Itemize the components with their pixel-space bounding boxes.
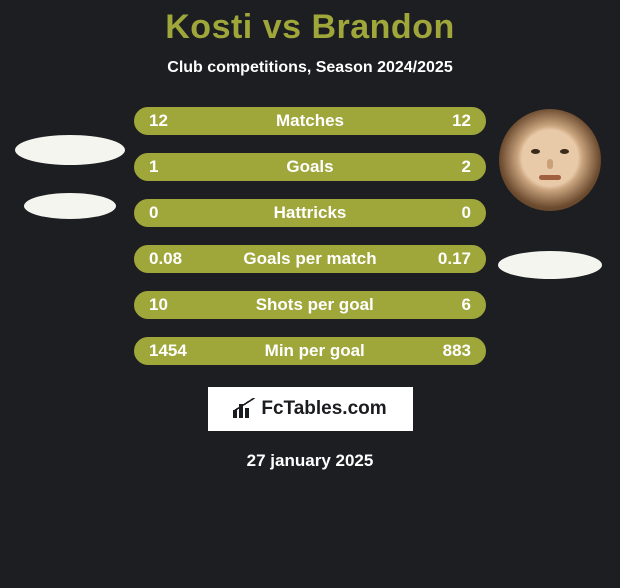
- stat-right-value: 0.17: [438, 249, 471, 269]
- stat-left-value: 0.08: [149, 249, 182, 269]
- stat-left-value: 1: [149, 157, 158, 177]
- stat-right-value: 6: [462, 295, 471, 315]
- subtitle: Club competitions, Season 2024/2025: [0, 59, 620, 77]
- stat-label: Shots per goal: [256, 295, 374, 315]
- stat-label: Min per goal: [265, 341, 365, 361]
- comparison-panel: 12 Matches 12 1 Goals 2 0 Hattricks 0 0.08 Goals p…: [0, 107, 620, 365]
- stat-left-value: 12: [149, 111, 168, 131]
- player-right-club-badge: [498, 251, 602, 279]
- stat-left-value: 0: [149, 203, 158, 223]
- player-left-avatar: [15, 135, 125, 165]
- player-left-column: [14, 107, 126, 219]
- stat-left-value: 1454: [149, 341, 187, 361]
- player-right-column: [494, 107, 606, 279]
- stat-label: Goals: [286, 157, 333, 177]
- site-logo-badge: FcTables.com: [208, 387, 413, 431]
- chart-icon: [233, 400, 255, 418]
- stat-row: 0.08 Goals per match 0.17: [134, 245, 486, 273]
- stats-bars: 12 Matches 12 1 Goals 2 0 Hattricks 0 0.08 Goals p…: [134, 107, 486, 365]
- stat-row: 10 Shots per goal 6: [134, 291, 486, 319]
- stat-row: 1 Goals 2: [134, 153, 486, 181]
- stat-row: 12 Matches 12: [134, 107, 486, 135]
- snapshot-date: 27 january 2025: [0, 451, 620, 471]
- stat-label: Goals per match: [243, 249, 376, 269]
- stat-left-value: 10: [149, 295, 168, 315]
- stat-label: Hattricks: [274, 203, 347, 223]
- stat-right-value: 0: [462, 203, 471, 223]
- site-logo-text: FcTables.com: [261, 398, 386, 420]
- stat-right-value: 12: [452, 111, 471, 131]
- player-right-avatar: [499, 109, 601, 211]
- stat-row: 0 Hattricks 0: [134, 199, 486, 227]
- stat-row: 1454 Min per goal 883: [134, 337, 486, 365]
- stat-label: Matches: [276, 111, 344, 131]
- player-left-club-badge: [24, 193, 116, 219]
- stat-right-value: 2: [462, 157, 471, 177]
- page-title: Kosti vs Brandon: [0, 8, 620, 47]
- stat-right-value: 883: [443, 341, 471, 361]
